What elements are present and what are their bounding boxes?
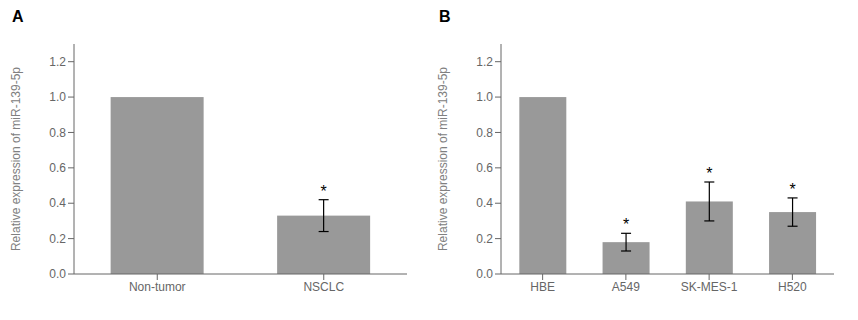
svg-text:SK-MES-1: SK-MES-1 xyxy=(681,280,738,294)
svg-text:0.6: 0.6 xyxy=(476,161,493,175)
svg-text:*: * xyxy=(789,181,795,198)
svg-text:0.2: 0.2 xyxy=(476,232,493,246)
svg-text:1.0: 1.0 xyxy=(49,90,66,104)
svg-text:Relative expression of miR-139: Relative expression of miR-139-5p xyxy=(9,67,23,251)
svg-text:1.2: 1.2 xyxy=(476,55,493,69)
svg-text:1.0: 1.0 xyxy=(476,90,493,104)
svg-text:NSCLC: NSCLC xyxy=(303,280,344,294)
svg-text:0.4: 0.4 xyxy=(49,196,66,210)
svg-text:H520: H520 xyxy=(778,280,807,294)
svg-text:0.0: 0.0 xyxy=(49,267,66,281)
svg-text:0.0: 0.0 xyxy=(476,267,493,281)
html-text:A: A xyxy=(12,8,24,25)
svg-text:1.2: 1.2 xyxy=(49,55,66,69)
svg-text:0.6: 0.6 xyxy=(49,161,66,175)
svg-text:0.2: 0.2 xyxy=(49,232,66,246)
svg-text:Non-tumor: Non-tumor xyxy=(129,280,186,294)
svg-text:*: * xyxy=(706,165,712,182)
svg-text:*: * xyxy=(321,183,327,200)
svg-text:Relative expression of miR-139: Relative expression of miR-139-5p xyxy=(436,67,450,251)
svg-text:A549: A549 xyxy=(612,280,640,294)
html-text:B: B xyxy=(439,8,451,25)
svg-text:*: * xyxy=(623,216,629,233)
svg-text:HBE: HBE xyxy=(530,280,555,294)
svg-text:0.8: 0.8 xyxy=(476,126,493,140)
svg-text:0.8: 0.8 xyxy=(49,126,66,140)
svg-text:0.4: 0.4 xyxy=(476,196,493,210)
